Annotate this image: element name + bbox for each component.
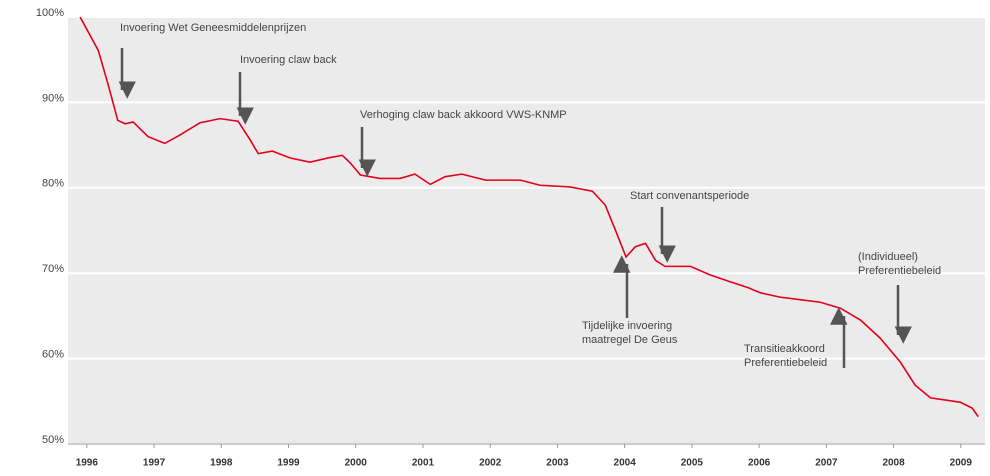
x-tick-label: 1999 <box>277 458 300 469</box>
annotation: Tijdelijke invoering <box>582 320 672 332</box>
y-tick-label: 90% <box>42 92 64 104</box>
x-tick-label: 2006 <box>748 458 771 469</box>
x-tick-label: 2008 <box>882 458 905 469</box>
x-tick-label: 2009 <box>950 458 973 469</box>
annotation: Transitieakkoord <box>744 343 825 355</box>
y-tick-label: 60% <box>42 349 64 361</box>
annotation: Invoering Wet Geneesmiddelenprijzen <box>120 22 306 34</box>
x-tick-label: 1996 <box>76 458 99 469</box>
annotation: Invoering claw back <box>240 54 337 66</box>
x-tick-label: 2002 <box>479 458 502 469</box>
x-tick-label: 1998 <box>210 458 233 469</box>
x-tick-label: 1997 <box>143 458 166 469</box>
y-tick-label: 70% <box>42 263 64 275</box>
y-tick-label: 80% <box>42 178 64 190</box>
annotation: maatregel De Geus <box>582 334 678 346</box>
x-tick-label: 2004 <box>614 458 637 469</box>
x-tick-label: 2001 <box>412 458 435 469</box>
x-tick-label: 2000 <box>345 458 368 469</box>
annotation: Preferentiebeleid <box>744 357 827 369</box>
y-tick-label: 50% <box>42 434 64 446</box>
annotation: (Individueel) <box>858 251 918 263</box>
plot-area <box>68 17 985 444</box>
annotation: Preferentiebeleid <box>858 265 941 277</box>
x-tick-label: 2003 <box>546 458 569 469</box>
annotation: Start convenantsperiode <box>630 190 749 202</box>
y-tick-label: 100% <box>36 7 64 19</box>
x-tick-label: 2005 <box>681 458 704 469</box>
annotation: Verhoging claw back akkoord VWS-KNMP <box>360 109 567 121</box>
line <box>79 16 979 418</box>
x-tick-label: 2007 <box>815 458 838 469</box>
